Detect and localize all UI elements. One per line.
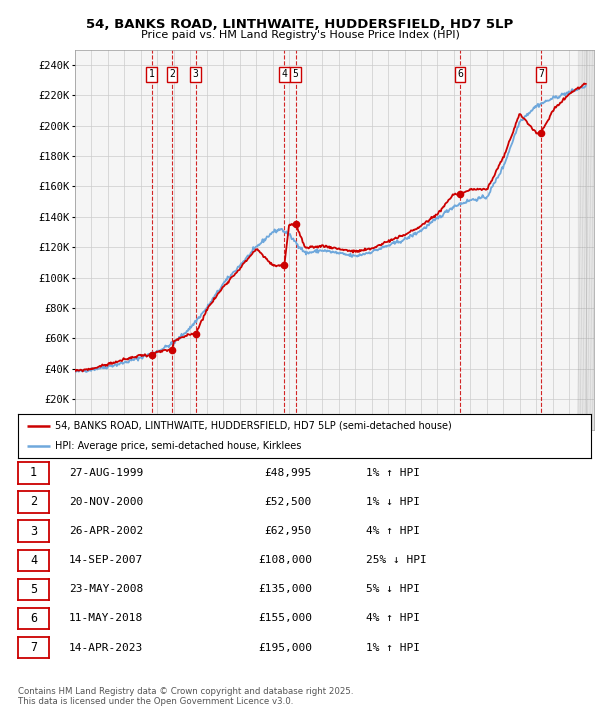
Text: 4: 4 <box>30 554 37 567</box>
Text: 2: 2 <box>169 70 175 80</box>
Text: 7: 7 <box>538 70 544 80</box>
Text: 1: 1 <box>30 466 37 479</box>
Text: £62,950: £62,950 <box>265 526 312 536</box>
Text: Price paid vs. HM Land Registry's House Price Index (HPI): Price paid vs. HM Land Registry's House … <box>140 30 460 40</box>
Text: 5: 5 <box>30 583 37 596</box>
Text: £108,000: £108,000 <box>258 555 312 565</box>
Text: 3: 3 <box>30 525 37 537</box>
Text: £195,000: £195,000 <box>258 643 312 652</box>
Text: HPI: Average price, semi-detached house, Kirklees: HPI: Average price, semi-detached house,… <box>55 441 302 451</box>
Text: 1% ↑ HPI: 1% ↑ HPI <box>366 643 420 652</box>
Text: 25% ↓ HPI: 25% ↓ HPI <box>366 555 427 565</box>
Text: 54, BANKS ROAD, LINTHWAITE, HUDDERSFIELD, HD7 5LP: 54, BANKS ROAD, LINTHWAITE, HUDDERSFIELD… <box>86 18 514 31</box>
Text: 4: 4 <box>281 70 287 80</box>
Text: 5% ↓ HPI: 5% ↓ HPI <box>366 584 420 594</box>
Text: 14-APR-2023: 14-APR-2023 <box>69 643 143 652</box>
Text: 4% ↑ HPI: 4% ↑ HPI <box>366 526 420 536</box>
Text: 7: 7 <box>30 641 37 654</box>
Text: £48,995: £48,995 <box>265 468 312 478</box>
Text: 26-APR-2002: 26-APR-2002 <box>69 526 143 536</box>
Text: 3: 3 <box>193 70 199 80</box>
Text: £135,000: £135,000 <box>258 584 312 594</box>
Text: 1% ↑ HPI: 1% ↑ HPI <box>366 468 420 478</box>
Text: 1: 1 <box>149 70 155 80</box>
Text: 6: 6 <box>457 70 463 80</box>
Text: 1% ↓ HPI: 1% ↓ HPI <box>366 497 420 507</box>
Bar <box>578 50 594 430</box>
Text: 2: 2 <box>30 496 37 508</box>
Text: 11-MAY-2018: 11-MAY-2018 <box>69 613 143 623</box>
Text: Contains HM Land Registry data © Crown copyright and database right 2025.
This d: Contains HM Land Registry data © Crown c… <box>18 687 353 706</box>
Text: 23-MAY-2008: 23-MAY-2008 <box>69 584 143 594</box>
Text: £52,500: £52,500 <box>265 497 312 507</box>
Text: £155,000: £155,000 <box>258 613 312 623</box>
Text: 4% ↑ HPI: 4% ↑ HPI <box>366 613 420 623</box>
Text: 20-NOV-2000: 20-NOV-2000 <box>69 497 143 507</box>
Text: 6: 6 <box>30 612 37 625</box>
Text: 14-SEP-2007: 14-SEP-2007 <box>69 555 143 565</box>
Text: 27-AUG-1999: 27-AUG-1999 <box>69 468 143 478</box>
Text: 5: 5 <box>293 70 299 80</box>
Text: 54, BANKS ROAD, LINTHWAITE, HUDDERSFIELD, HD7 5LP (semi-detached house): 54, BANKS ROAD, LINTHWAITE, HUDDERSFIELD… <box>55 421 452 431</box>
